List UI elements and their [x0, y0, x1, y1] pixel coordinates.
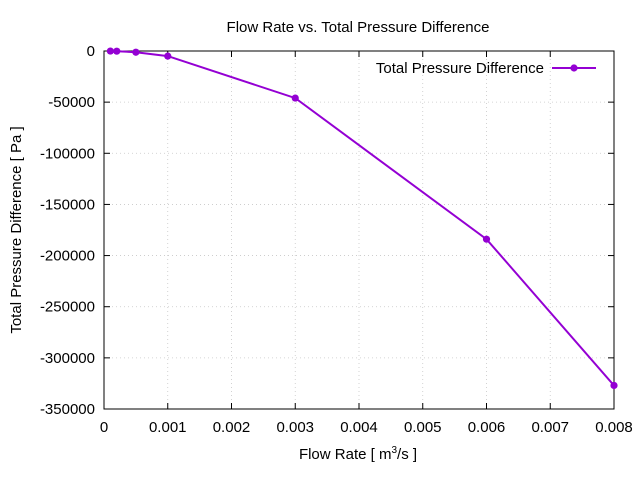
x-tick-label: 0	[100, 419, 108, 436]
data-point	[482, 235, 491, 243]
y-axis-label: Total Pressure Difference [ Pa ]	[8, 126, 25, 333]
chart-title: Flow Rate vs. Total Pressure Difference	[227, 19, 490, 36]
x-tick-label: 0.003	[276, 419, 314, 436]
legend-marker	[570, 64, 578, 72]
data-point	[132, 48, 140, 56]
y-tick-label: -100000	[40, 145, 95, 162]
series-layer	[106, 47, 618, 390]
data-point	[113, 47, 121, 55]
x-tick-label: 0.005	[404, 419, 442, 436]
series-line	[110, 50, 615, 387]
legend-label: Total Pressure Difference	[376, 60, 544, 77]
x-tick-labels: 0 0.001 0.002 0.003 0.004 0.005 0.006 0.007 0.00…	[100, 419, 633, 436]
data-point	[291, 94, 299, 102]
y-tick-label: -250000	[40, 299, 95, 316]
axis-ticks	[103, 50, 615, 410]
x-tick-label: 0.007	[531, 419, 569, 436]
y-tick-label: -350000	[40, 401, 95, 418]
data-point	[164, 52, 172, 60]
y-tick-label: 0	[87, 43, 95, 60]
x-tick-label: 0.004	[340, 419, 378, 436]
data-point	[106, 47, 114, 55]
y-tick-label: -50000	[48, 94, 95, 111]
y-tick-label: -150000	[40, 196, 95, 213]
data-point	[610, 381, 618, 390]
x-tick-label: 0.008	[595, 419, 633, 436]
legend: Total Pressure Difference	[376, 60, 596, 77]
y-tick-label: -300000	[40, 350, 95, 367]
x-tick-label: 0.002	[213, 419, 251, 436]
y-tick-labels: 0 -50000 -100000 -150000 -200000 -250000 -3000…	[40, 43, 95, 418]
x-tick-label: 0.001	[149, 419, 187, 436]
x-tick-label: 0.006	[468, 419, 506, 436]
grid-lines	[104, 51, 614, 409]
x-axis-label: Flow Rate [ m3/s ]	[299, 445, 417, 463]
y-tick-label: -200000	[40, 248, 95, 265]
